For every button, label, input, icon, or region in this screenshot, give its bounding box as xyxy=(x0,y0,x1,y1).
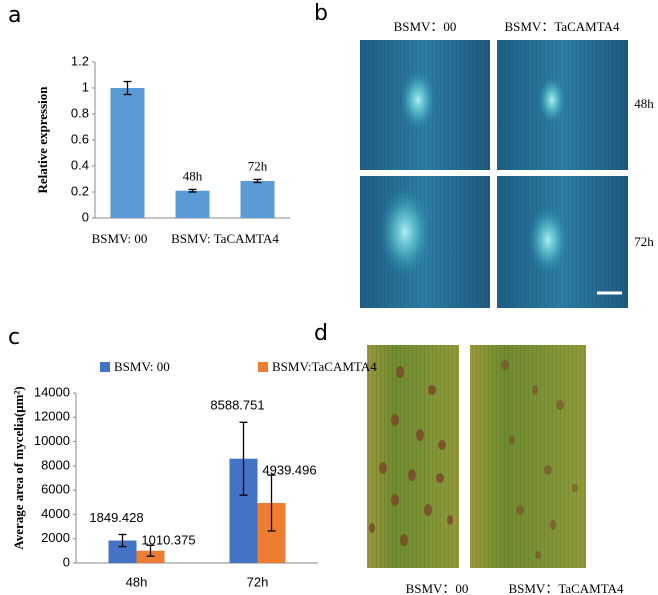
y-tick-label: 0 xyxy=(63,554,70,569)
legend-label: BSMV:TaCAMTA4 xyxy=(272,359,377,374)
error-bar xyxy=(146,544,155,557)
y-tick-label: 1 xyxy=(82,79,89,94)
column-label: BSMV：00 xyxy=(394,19,457,34)
value-label: 4939.496 xyxy=(262,463,316,478)
y-tick-label: 4000 xyxy=(41,506,70,521)
error-bar xyxy=(239,421,248,496)
y-tick-label: 0.8 xyxy=(71,105,89,120)
y-tick-label: 6000 xyxy=(41,482,70,497)
error-bar xyxy=(118,533,127,548)
y-axis-title: Average area of mycelia(μm²) xyxy=(11,386,26,549)
error-bar xyxy=(123,80,132,96)
panel-label: b xyxy=(314,1,328,26)
error-bar xyxy=(267,474,276,532)
bar xyxy=(240,180,275,218)
value-label: 1010.375 xyxy=(141,533,195,548)
bar xyxy=(108,540,137,563)
bar xyxy=(110,88,145,218)
panel-label: a xyxy=(8,3,21,28)
bar-label: 72h xyxy=(248,158,268,173)
leaf-label: BSMV：TaCAMTA4 xyxy=(508,581,624,595)
legend-swatch xyxy=(100,362,110,372)
y-tick-label: 0.6 xyxy=(71,131,89,146)
panel-label: c xyxy=(8,325,20,350)
bar-label: 48h xyxy=(183,168,203,183)
value-label: 1849.428 xyxy=(89,510,143,525)
microscopy-images xyxy=(360,40,628,308)
y-axis-title: Relative expression xyxy=(35,86,50,194)
row-label: 72h xyxy=(634,234,654,249)
bar xyxy=(175,190,210,218)
error-bar xyxy=(253,178,262,184)
legend-label: BSMV: 00 xyxy=(114,359,170,374)
group-label: BSMV: TaCAMTA4 xyxy=(171,231,279,246)
x-tick-label: 72h xyxy=(247,574,269,589)
y-tick-label: 8000 xyxy=(41,457,70,472)
y-tick-label: 10000 xyxy=(34,433,70,448)
y-tick-label: 0.4 xyxy=(71,157,89,172)
legend-swatch xyxy=(258,362,268,372)
panel-label: d xyxy=(314,321,328,346)
error-bar xyxy=(188,188,197,193)
bar xyxy=(136,550,165,563)
column-label: BSMV：TaCAMTA4 xyxy=(504,19,620,34)
leaf-images xyxy=(367,345,586,568)
leaf-label: BSMV：00 xyxy=(406,581,469,595)
group-label: BSMV: 00 xyxy=(92,231,148,246)
y-tick-label: 12000 xyxy=(34,409,70,424)
y-tick-label: 2000 xyxy=(41,530,70,545)
y-tick-label: 1.2 xyxy=(71,53,89,68)
x-tick-label: 48h xyxy=(126,574,148,589)
y-tick-label: 0.2 xyxy=(71,183,89,198)
value-label: 8588.751 xyxy=(210,398,264,413)
y-tick-label: 0 xyxy=(82,209,89,224)
y-tick-label: 14000 xyxy=(34,384,70,399)
row-label: 48h xyxy=(634,96,654,111)
